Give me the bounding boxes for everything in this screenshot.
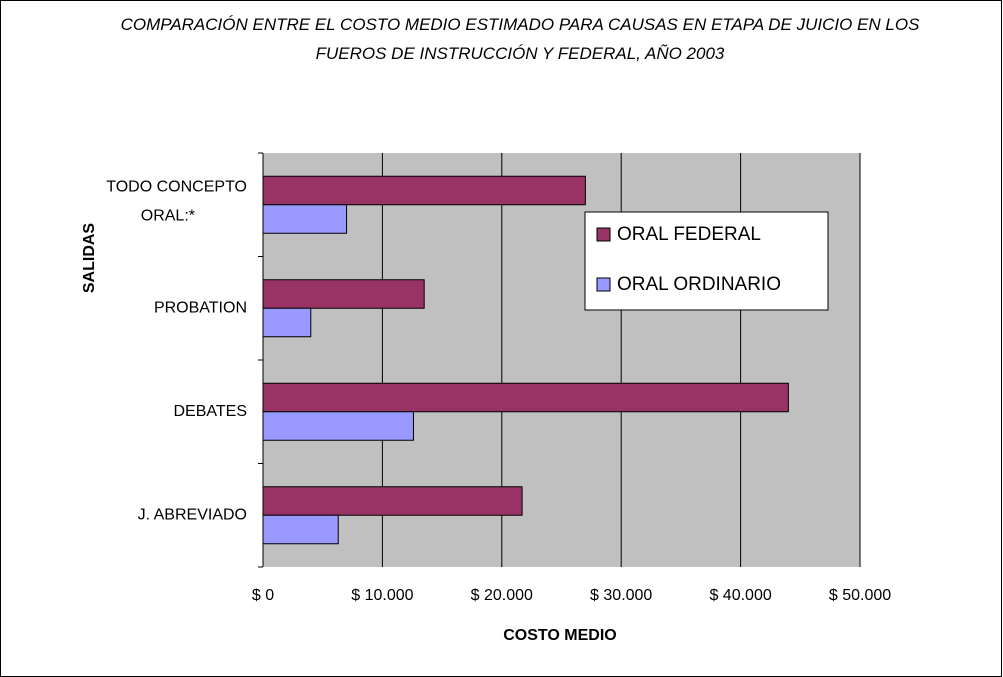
bar bbox=[262, 382, 789, 413]
x-tick-label: $ 0 bbox=[252, 587, 274, 604]
bar bbox=[262, 175, 586, 206]
y-axis-label: SALIDAS bbox=[81, 223, 98, 294]
bar bbox=[262, 307, 312, 338]
legend-label: ORAL FEDERAL bbox=[617, 224, 761, 245]
x-tick-label: $ 40.000 bbox=[709, 587, 771, 604]
chart-title: COMPARACIÓN ENTRE EL COSTO MEDIO ESTIMAD… bbox=[120, 15, 920, 63]
x-tick-label: $ 50.000 bbox=[829, 587, 891, 604]
x-tick-label: $ 30.000 bbox=[590, 587, 652, 604]
x-tick-label: $ 20.000 bbox=[471, 587, 533, 604]
bar bbox=[262, 514, 339, 545]
x-tick-label: $ 10.000 bbox=[351, 587, 413, 604]
x-axis-label: COSTO MEDIO bbox=[503, 627, 617, 644]
legend-swatch bbox=[596, 277, 611, 292]
bar bbox=[262, 279, 425, 309]
legend-swatch bbox=[596, 227, 611, 242]
y-tick-label: PROBATION bbox=[154, 299, 247, 316]
y-tick-label: DEBATES bbox=[174, 403, 248, 420]
bar bbox=[262, 486, 523, 516]
bar bbox=[262, 411, 414, 441]
legend-label: ORAL ORDINARIO bbox=[617, 274, 781, 295]
y-tick-label: J. ABREVIADO bbox=[138, 506, 247, 523]
legend-box bbox=[584, 211, 829, 311]
bar bbox=[262, 204, 348, 234]
y-tick-label: TODO CONCEPTO ORAL:* bbox=[106, 178, 247, 224]
